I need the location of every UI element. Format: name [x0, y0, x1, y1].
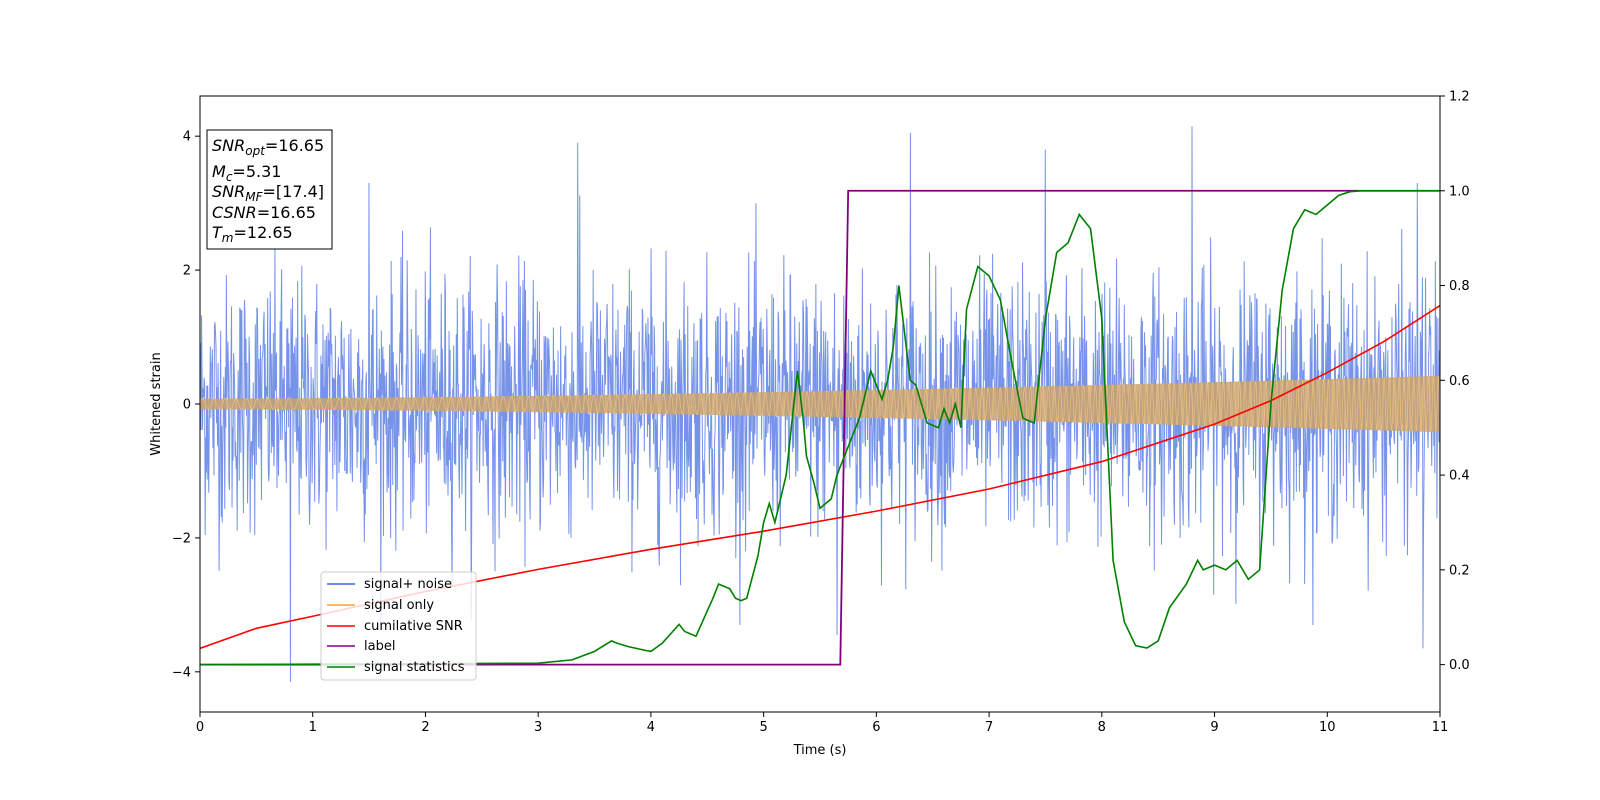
- y2-tick-label: 0.6: [1449, 374, 1470, 389]
- x-tick-label: 6: [872, 720, 880, 735]
- x-tick-label: 7: [985, 720, 993, 735]
- legend-item-signal-noise: signal+ noise: [327, 577, 452, 592]
- signal-statistics-series: [200, 189, 1440, 666]
- legend-item-signal-only: signal only: [327, 598, 434, 613]
- y-tick-label: 4: [183, 130, 191, 145]
- y2-tick-label: 1.2: [1449, 90, 1470, 105]
- y2-tick-label: 0.0: [1449, 658, 1470, 673]
- info-snr-opt: SNRopt=16.65: [212, 136, 324, 158]
- y2-tick-label: 0.2: [1449, 563, 1470, 578]
- svg-text:signal only: signal only: [364, 598, 434, 613]
- y2-tick-label: 1.0: [1449, 184, 1470, 199]
- y-axis-label: Whitened strain: [149, 352, 164, 455]
- x-tick-label: 0: [196, 720, 204, 735]
- x-tick-label: 9: [1210, 720, 1218, 735]
- y-tick-label: 0: [183, 398, 191, 413]
- label-series: [200, 189, 1440, 666]
- info-csnr: CSNR=16.65: [212, 203, 316, 222]
- svg-text:cumilative SNR: cumilative SNR: [364, 619, 463, 634]
- x-tick-label: 11: [1432, 720, 1449, 735]
- legend: signal+ noise signal only cumilative SNR…: [320, 571, 477, 681]
- y-axis-left: −4 −2 0 2 4: [172, 130, 200, 680]
- x-tick-label: 2: [421, 720, 429, 735]
- legend-item-signal-statistics: signal statistics: [327, 660, 465, 675]
- info-tm: Tm=12.65: [212, 223, 293, 245]
- legend-item-cumulative-snr: cumilative SNR: [327, 619, 463, 634]
- legend-item-label: label: [327, 639, 395, 654]
- y-axis-right: 0.0 0.2 0.4 0.6 0.8 1.0 1.2: [1440, 90, 1470, 673]
- x-tick-label: 4: [647, 720, 655, 735]
- y-tick-label: −2: [172, 531, 191, 546]
- x-axis-label: Time (s): [793, 743, 847, 758]
- info-mc: Mc=5.31: [212, 162, 281, 184]
- x-tick-label: 1: [309, 720, 317, 735]
- info-snr-mf: SNRMF=[17.4]: [212, 182, 324, 204]
- svg-text:signal+ noise: signal+ noise: [364, 577, 452, 592]
- svg-text:signal statistics: signal statistics: [364, 660, 465, 675]
- x-tick-label: 3: [534, 720, 542, 735]
- svg-text:label: label: [364, 639, 395, 654]
- x-tick-label: 8: [1098, 720, 1106, 735]
- info-box: SNRopt=16.65 Mc=5.31 SNRMF=[17.4] CSNR=1…: [206, 129, 333, 250]
- y-tick-label: −4: [172, 665, 191, 680]
- y-tick-label: 2: [183, 264, 191, 279]
- y2-tick-label: 0.4: [1449, 469, 1470, 484]
- x-axis: 0 1 2 3 4 5 6 7 8 9 10 11: [196, 712, 1448, 735]
- x-tick-label: 5: [759, 720, 767, 735]
- y2-tick-label: 0.8: [1449, 279, 1470, 294]
- x-tick-label: 10: [1319, 720, 1336, 735]
- signal-only-line: [200, 375, 1440, 433]
